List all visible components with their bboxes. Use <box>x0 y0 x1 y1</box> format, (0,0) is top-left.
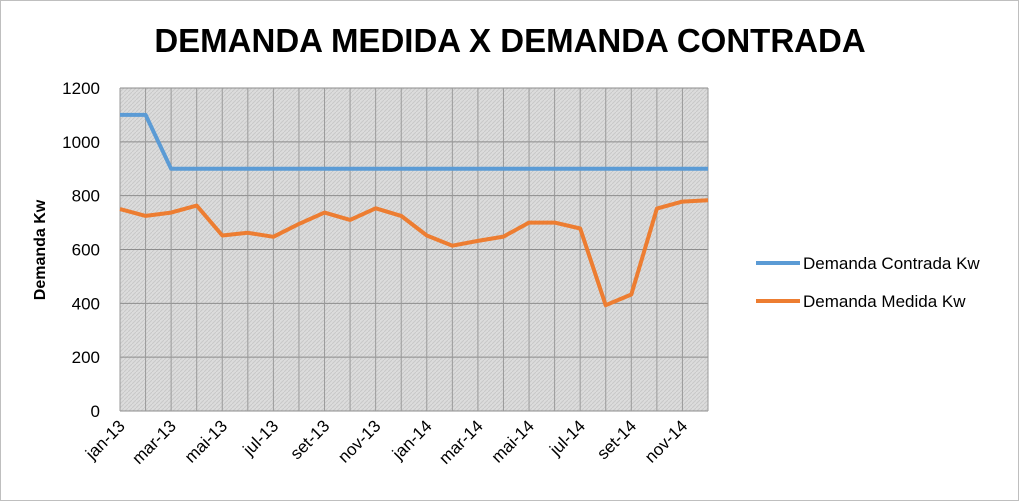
x-tick-label: mar-14 <box>435 416 487 468</box>
y-tick-label: 0 <box>91 402 100 421</box>
x-tick-label: nov-14 <box>641 416 691 466</box>
y-tick-label: 1000 <box>62 133 100 152</box>
x-tick-labels: jan-13 mar-13 mai-13 jul-13 set-13 nov-13 jan-… <box>81 416 691 468</box>
chart-title: DEMANDA MEDIDA X DEMANDA CONTRADA <box>154 22 865 59</box>
y-tick-label: 200 <box>72 348 100 367</box>
y-tick-label: 800 <box>72 187 100 206</box>
x-tick-label: set-14 <box>593 416 640 463</box>
vertical-gridlines <box>119 88 709 411</box>
x-tick-label: mai-14 <box>488 416 538 466</box>
y-tick-label: 600 <box>72 241 100 260</box>
x-tick-label: set-13 <box>287 416 334 463</box>
y-tick-label: 400 <box>72 294 100 313</box>
series-line-demanda-contrada <box>120 112 708 171</box>
y-tick-labels: 0 200 400 600 800 1000 1200 <box>62 79 100 421</box>
series-line-demanda-medida <box>119 198 709 308</box>
x-tick-label: jul-14 <box>545 416 589 460</box>
x-tick-label: jul-13 <box>239 416 283 460</box>
y-tick-label: 1200 <box>62 79 100 98</box>
x-tick-label: mar-13 <box>128 416 180 468</box>
y-axis-label: Demanda Kw <box>32 199 49 300</box>
x-tick-label: mai-13 <box>181 416 231 466</box>
x-tick-label: jan-14 <box>388 416 436 464</box>
legend: Demanda Contrada Kw Demanda Medida Kw <box>756 254 980 311</box>
series-lines <box>119 112 709 308</box>
x-tick-label: nov-13 <box>334 416 384 466</box>
legend-label: Demanda Medida Kw <box>803 292 966 311</box>
legend-label: Demanda Contrada Kw <box>803 254 980 273</box>
x-tick-label: jan-13 <box>81 416 129 464</box>
